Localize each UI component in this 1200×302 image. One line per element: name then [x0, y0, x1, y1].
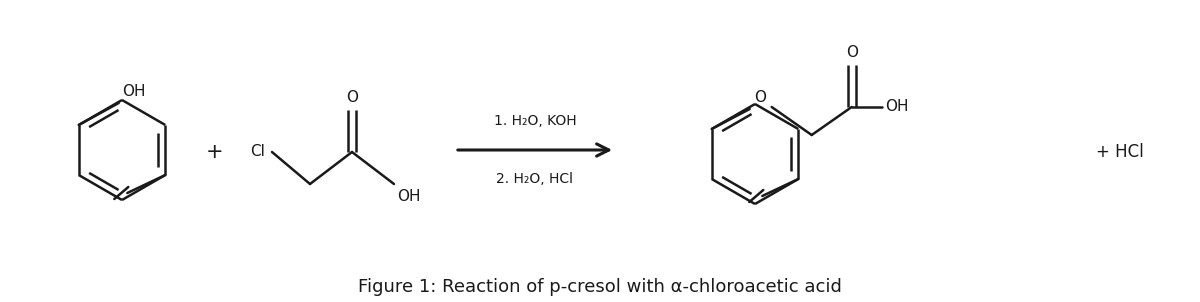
Text: 1. H₂O, KOH: 1. H₂O, KOH	[493, 114, 576, 128]
Text: 2. H₂O, HCl: 2. H₂O, HCl	[497, 172, 574, 186]
Text: + HCl: + HCl	[1096, 143, 1144, 161]
Text: OH: OH	[121, 84, 145, 99]
Text: O: O	[846, 45, 858, 60]
Text: Cl: Cl	[250, 144, 265, 159]
Text: O: O	[754, 90, 766, 105]
Text: O: O	[346, 90, 358, 105]
Text: Figure 1: Reaction of p-cresol with α-chloroacetic acid: Figure 1: Reaction of p-cresol with α-ch…	[358, 278, 842, 296]
Text: OH: OH	[884, 99, 908, 114]
Text: OH: OH	[397, 189, 420, 204]
Text: +: +	[206, 142, 224, 162]
